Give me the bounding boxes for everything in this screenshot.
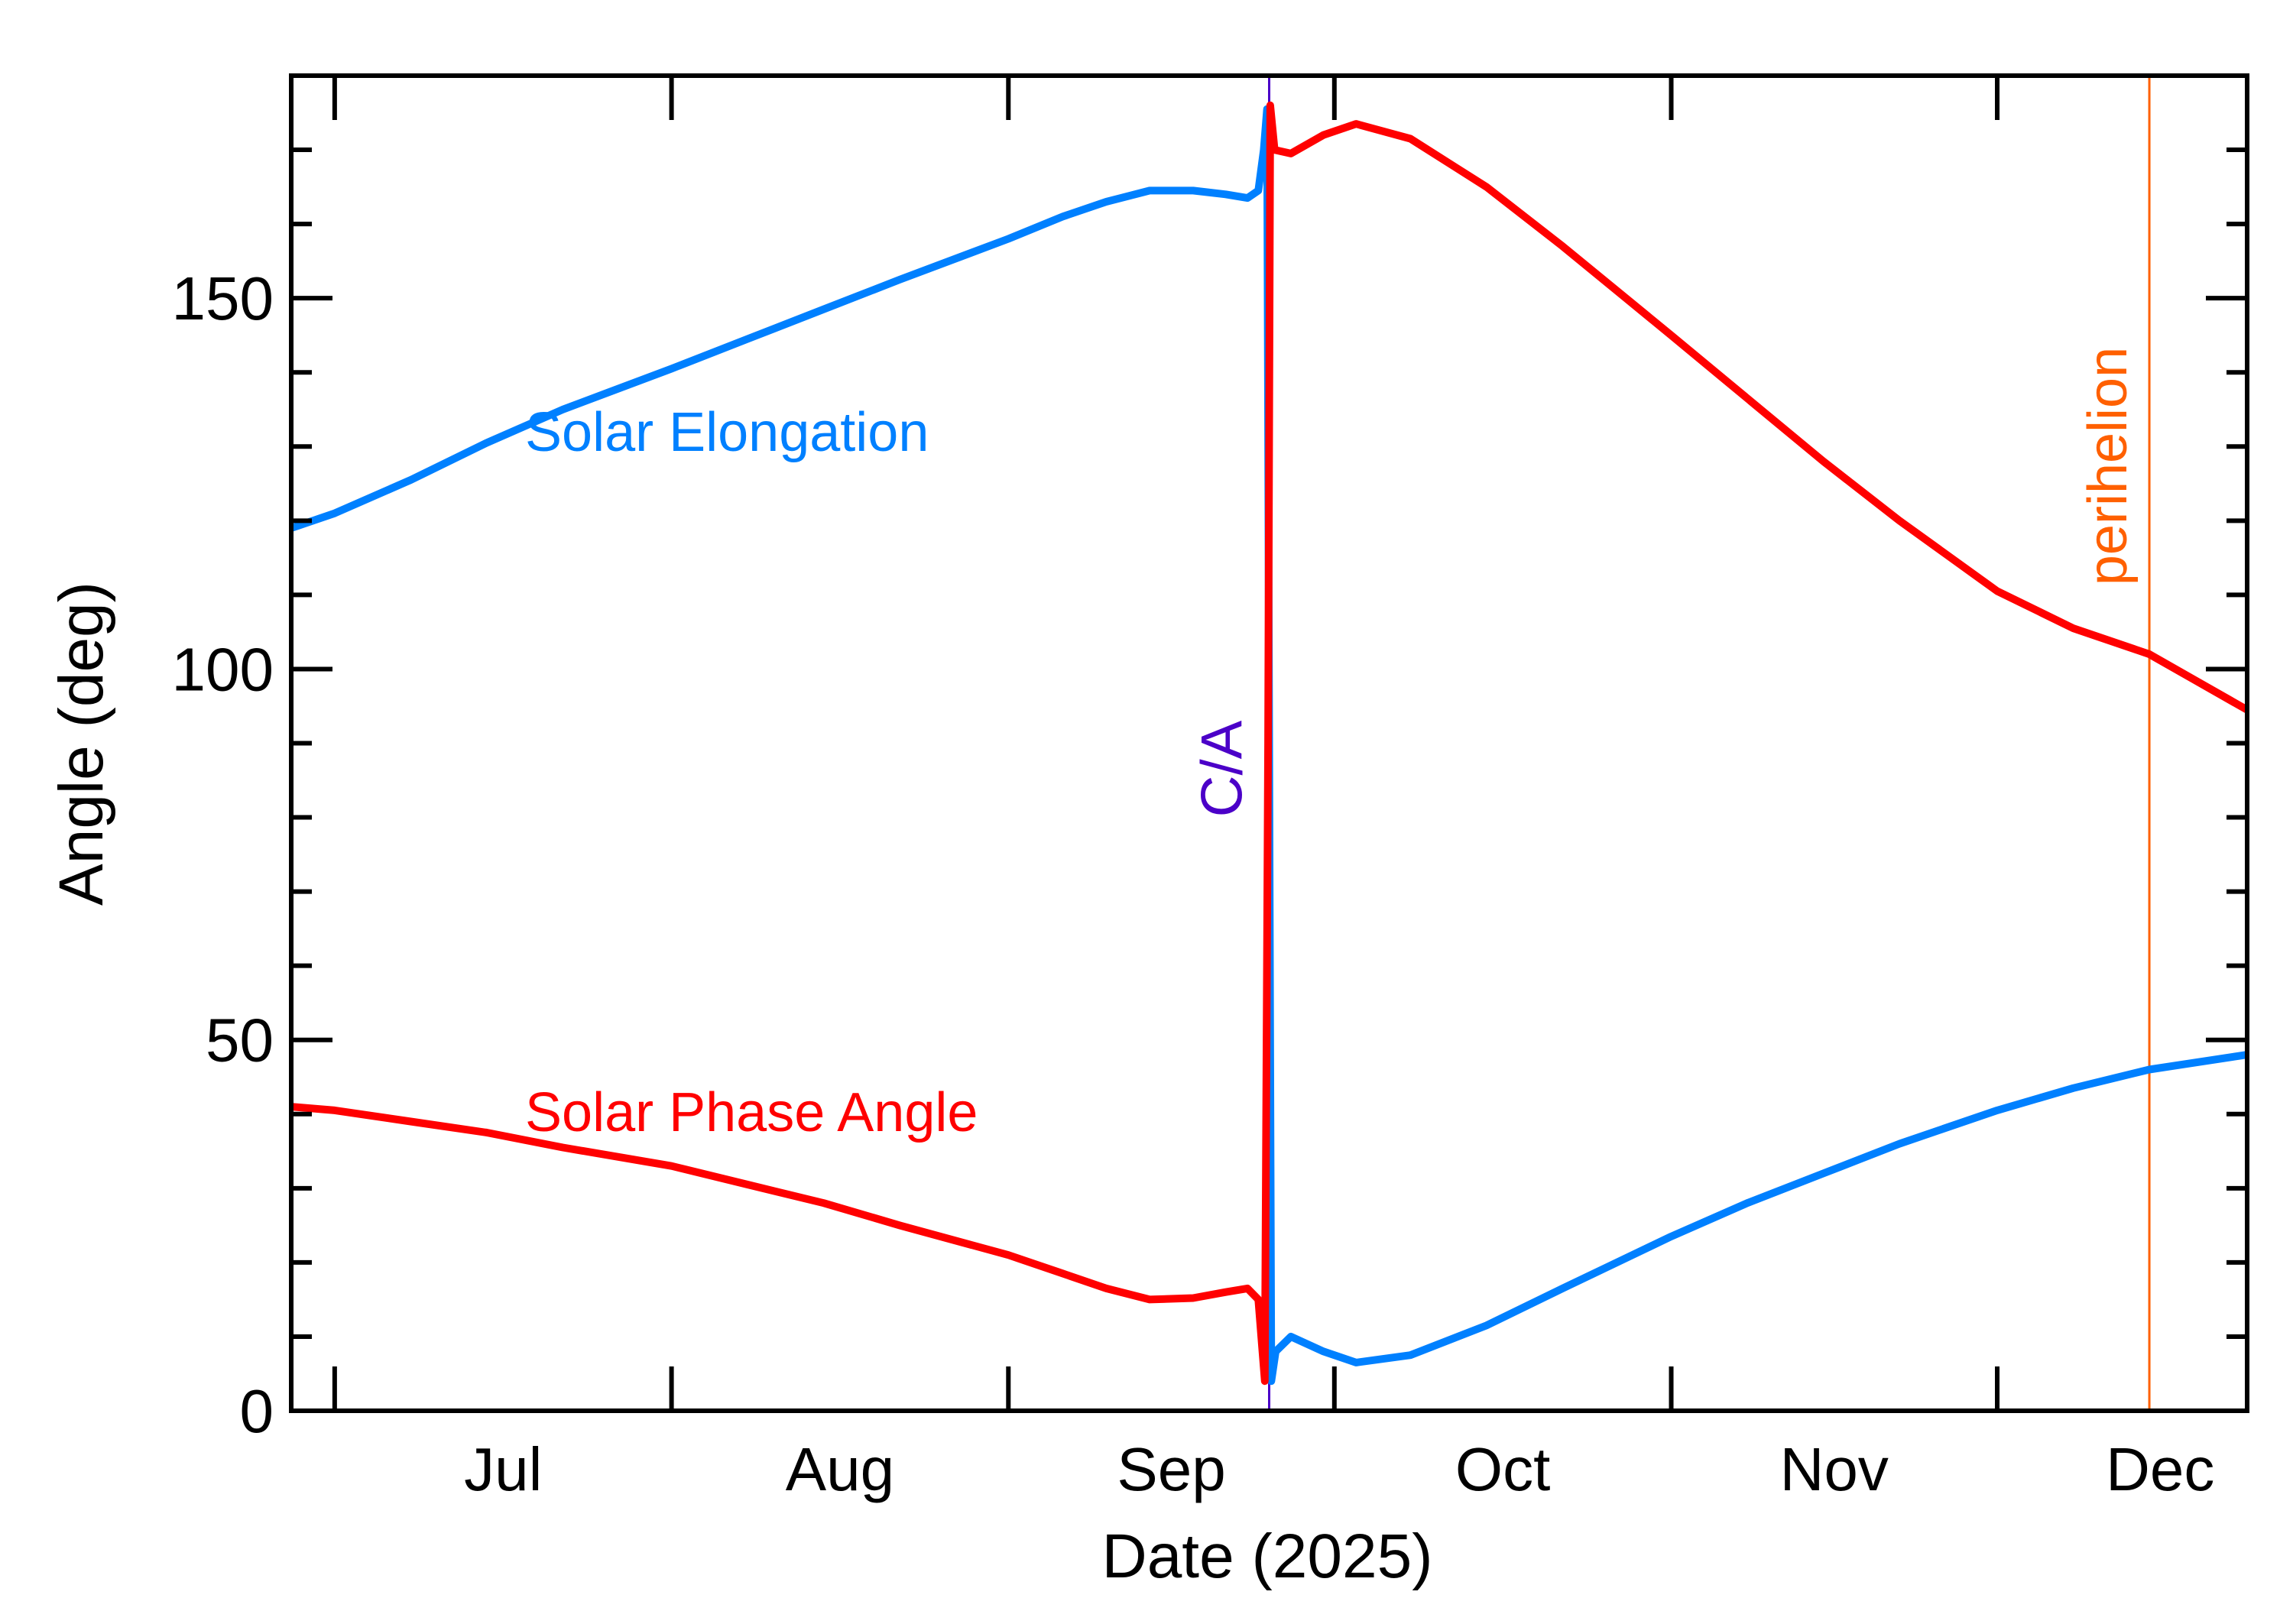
axes: 0 50 100 150 Jul Aug Sep Oct Nov Dec xyxy=(172,73,2247,1503)
x-tick-label: Aug xyxy=(786,1435,894,1503)
series-label-elongation: Solar Elongation xyxy=(525,402,929,463)
y-tick-label: 150 xyxy=(172,264,274,332)
series-line-solar-elongation xyxy=(290,105,2248,1386)
annotation-label-perihelion: perihelion xyxy=(2077,347,2139,585)
x-tick-label: Nov xyxy=(1780,1435,1889,1503)
y-axis-label: Angle (deg) xyxy=(47,582,116,906)
x-tick-label: Oct xyxy=(1455,1435,1550,1503)
y-tick-label: 100 xyxy=(172,635,274,703)
series-label-phase: Solar Phase Angle xyxy=(525,1082,978,1143)
annotation-label-ca: C/A xyxy=(1190,720,1255,817)
x-tick-label: Jul xyxy=(464,1435,542,1503)
series-line-solar-phase-angle xyxy=(290,101,2249,1386)
x-axis-label: Date (2025) xyxy=(1101,1522,1432,1591)
y-tick-label: 0 xyxy=(240,1377,274,1445)
y-tick-label: 50 xyxy=(206,1006,274,1075)
x-tick-label: Dec xyxy=(2106,1435,2214,1503)
x-tick-label: Sep xyxy=(1117,1435,1225,1503)
plot-area: C/A perihelion xyxy=(290,76,2249,1411)
